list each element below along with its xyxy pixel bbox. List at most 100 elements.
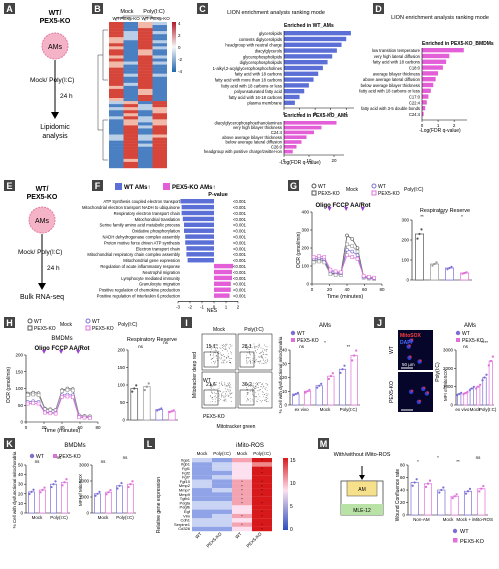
flow-event bbox=[215, 348, 216, 350]
l-colorbar bbox=[283, 458, 288, 530]
data-point bbox=[341, 368, 344, 371]
flow-event bbox=[258, 393, 259, 395]
heatmap-cell bbox=[138, 43, 153, 47]
flow-event bbox=[215, 354, 217, 356]
heatmap-cell bbox=[152, 49, 167, 53]
data-point bbox=[160, 407, 163, 410]
heatmap-cell bbox=[109, 140, 124, 144]
respiratory-reserve-g: 0 100 200 300 ** ns * bbox=[401, 210, 472, 283]
data-point bbox=[462, 393, 465, 396]
bar-label: fatty acid with 18 carbons bbox=[235, 72, 282, 77]
heatmap-cell bbox=[152, 55, 167, 59]
tick-label: 2000 bbox=[79, 479, 90, 484]
m-leg-wt: WT bbox=[460, 529, 469, 535]
heatmap-cell bbox=[138, 98, 153, 102]
heatmap-cell bbox=[192, 513, 212, 519]
heatmap-cell bbox=[152, 64, 167, 68]
heatmap-cell bbox=[109, 46, 124, 50]
bar-label: diglycerophospholipids bbox=[240, 60, 282, 65]
data-point bbox=[316, 386, 319, 389]
heatmap-cell bbox=[138, 143, 153, 147]
ocr-point bbox=[317, 259, 321, 264]
ocr-point bbox=[345, 248, 349, 252]
bar-label: diacylglycerols bbox=[255, 48, 282, 53]
heatmap-cell bbox=[212, 492, 232, 497]
heatmap-cell bbox=[138, 25, 153, 29]
flow-event bbox=[230, 352, 232, 353]
bar bbox=[284, 89, 305, 94]
flow-event bbox=[220, 348, 222, 349]
heatmap-cell bbox=[138, 104, 153, 108]
legend-wt-marker bbox=[85, 318, 91, 324]
flow-event bbox=[264, 361, 266, 363]
bar-label: 1-alkyl,2-acylglycerophosphocholines bbox=[213, 66, 282, 71]
data-point bbox=[453, 495, 456, 498]
panel-j-label: J bbox=[377, 318, 382, 328]
heatmap-cell bbox=[212, 518, 232, 523]
flow-event bbox=[210, 359, 212, 360]
tick-label: 0 bbox=[25, 425, 28, 430]
heatmap-cell bbox=[138, 28, 153, 32]
lion-wt-axis: 0 1 2 3 4 bbox=[283, 31, 354, 116]
heatmap-cell bbox=[109, 161, 124, 166]
heatmap-cell bbox=[252, 470, 272, 476]
data-point bbox=[96, 492, 99, 495]
flow-event bbox=[216, 384, 217, 386]
heatmap-cell bbox=[138, 125, 153, 129]
x-label: ex vivo bbox=[295, 407, 310, 412]
heatmap-cell bbox=[109, 128, 124, 132]
gate bbox=[239, 389, 255, 406]
heatmap-cell bbox=[212, 483, 232, 489]
heatmap-cell bbox=[138, 67, 153, 71]
flow-event bbox=[267, 384, 269, 386]
data-point bbox=[109, 489, 112, 492]
heatmap-cell bbox=[123, 98, 138, 102]
heatmap-cell bbox=[138, 64, 153, 68]
flow-event bbox=[222, 355, 223, 357]
heatmap-cell bbox=[152, 82, 167, 87]
heatmap-cell bbox=[152, 125, 167, 129]
flow-event bbox=[224, 346, 226, 348]
flow-event bbox=[221, 396, 222, 398]
ocr-chart-g: 0 100 200 300 400 0 20 40 60 80 bbox=[301, 207, 385, 292]
ocr-point bbox=[355, 253, 360, 257]
data-point bbox=[143, 389, 146, 392]
g-leg-wt-2: WT bbox=[378, 184, 386, 190]
flow-event bbox=[217, 391, 218, 392]
flow-event bbox=[229, 343, 231, 345]
data-point bbox=[485, 373, 488, 376]
flow-event bbox=[229, 360, 231, 361]
panel-c-xlabel: -Log(FDR q-value) bbox=[279, 160, 321, 166]
heatmap-cell bbox=[152, 31, 167, 35]
flow-event bbox=[223, 354, 224, 355]
panel-e-treatment: Mock/ Poly(I:C) bbox=[18, 249, 62, 256]
flow-event bbox=[211, 345, 213, 347]
data-point bbox=[466, 390, 469, 393]
flow-event bbox=[252, 347, 254, 349]
bar bbox=[415, 233, 424, 281]
flow-event bbox=[212, 385, 214, 387]
panel-i-badge bbox=[181, 317, 192, 328]
gene-label: Itga1 bbox=[181, 457, 191, 462]
flow-event bbox=[226, 344, 228, 345]
heatmap-colorbar: 4 2 0 -2 -4 bbox=[172, 21, 182, 74]
flow-event bbox=[249, 359, 251, 361]
significance-label: * bbox=[324, 340, 326, 345]
microscopy-cells bbox=[406, 338, 430, 405]
data-point bbox=[425, 485, 427, 488]
heatmap-cell bbox=[152, 43, 167, 47]
significance-mark: * bbox=[241, 502, 243, 506]
panel-c-badge bbox=[197, 3, 208, 14]
flow-event bbox=[226, 385, 228, 387]
flow-event bbox=[265, 395, 267, 396]
flow-event bbox=[260, 352, 262, 353]
flow-event bbox=[251, 389, 253, 390]
flow-event bbox=[225, 400, 227, 402]
heatmap-cell bbox=[152, 116, 167, 120]
data-point bbox=[451, 497, 454, 500]
flow-event bbox=[251, 386, 253, 388]
heatmap-cell bbox=[252, 492, 272, 497]
flow-event bbox=[227, 355, 229, 357]
gene-label: Tgfb1 bbox=[180, 496, 191, 501]
heatmap-cell bbox=[252, 505, 272, 510]
